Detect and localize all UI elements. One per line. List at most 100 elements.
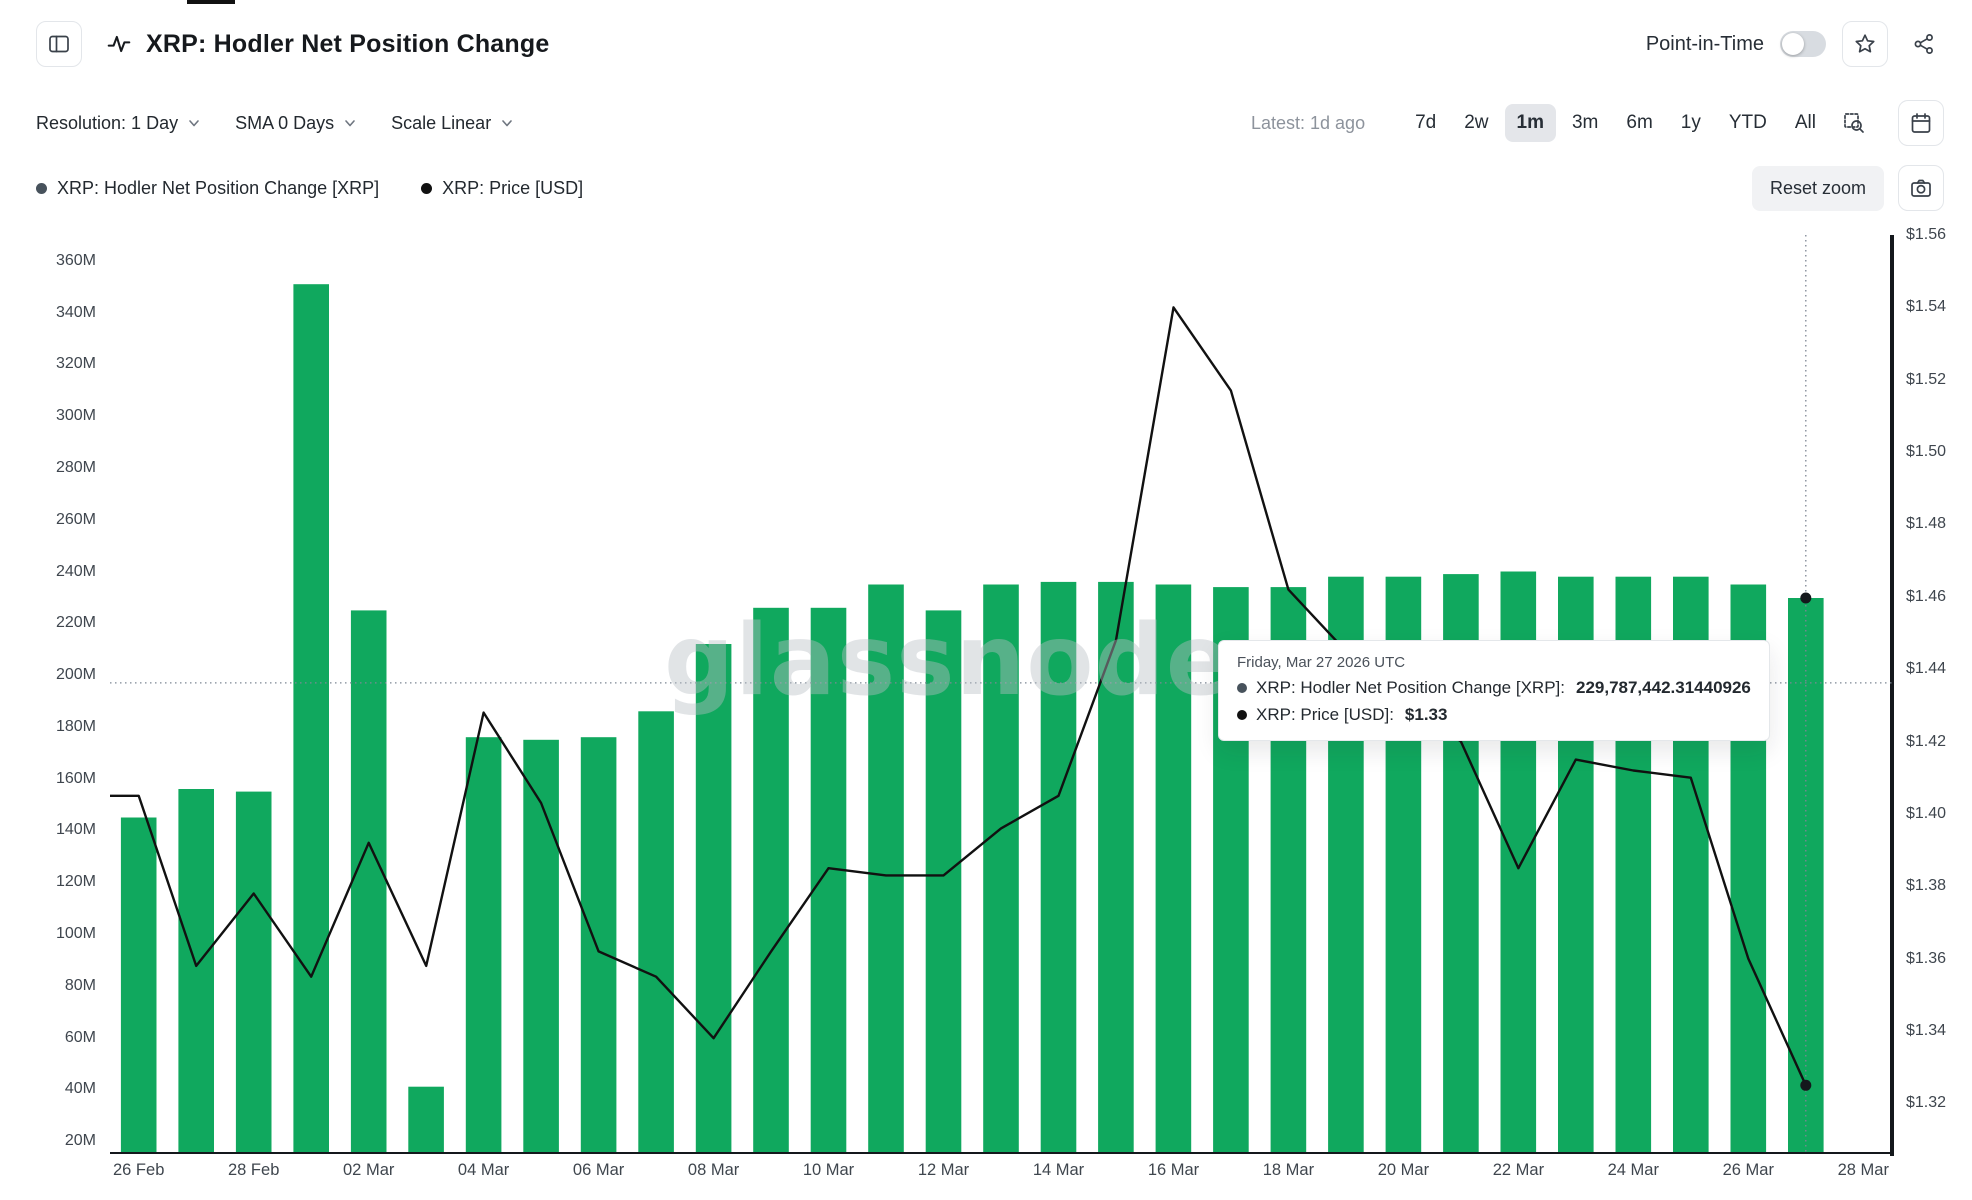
x-axis-label: 02 Mar xyxy=(343,1161,395,1179)
x-axis-label: 26 Feb xyxy=(113,1161,165,1179)
bar-27-feb[interactable] xyxy=(178,789,214,1154)
y-axis-left: 20M 40M 60M 80M 100M 120M 140M 160M 180M 200M 220M… xyxy=(0,235,96,1154)
legend-dot xyxy=(421,182,433,194)
y-axis-label-right: $1.34 xyxy=(1906,1022,1947,1039)
y-axis-label-right: $1.54 xyxy=(1906,298,1947,316)
sma-dropdown[interactable]: SMA 0 Days xyxy=(235,113,357,134)
toolbar: Resolution: 1 Day SMA 0 Days Scale Linea… xyxy=(0,100,1972,146)
x-axis-label: 22 Mar xyxy=(1492,1161,1545,1179)
chevron-down-icon xyxy=(345,120,355,127)
y-axis-label-left: 20M xyxy=(64,1132,96,1150)
share-button[interactable] xyxy=(1904,21,1944,67)
bar-12-mar[interactable] xyxy=(925,610,962,1154)
bar-14-mar[interactable] xyxy=(1040,581,1077,1154)
bar-01-mar[interactable] xyxy=(293,284,329,1154)
share-icon xyxy=(1914,34,1933,54)
y-axis-label-right: $1.50 xyxy=(1906,443,1947,461)
y-axis-label-left: 120M xyxy=(55,873,96,891)
point-in-time-label: Point-in-Time xyxy=(1645,32,1764,55)
range-button-1y[interactable]: 1y xyxy=(1669,104,1713,142)
tooltip-series-value: $1.33 xyxy=(1404,705,1448,724)
price-line xyxy=(110,306,1807,1086)
price-axis-line xyxy=(1890,235,1894,1156)
y-axis-label-left: 100M xyxy=(55,925,96,942)
hover-marker xyxy=(1800,1079,1812,1091)
y-axis-label-left: 280M xyxy=(55,459,96,476)
range-button-ytd[interactable]: YTD xyxy=(1717,104,1779,142)
toolbar-right: Latest: 1d ago 7d 2w 1m 3m 6m 1y YTD All xyxy=(1251,100,1944,146)
legend-item[interactable]: XRP: Hodler Net Position Change [XRP] xyxy=(36,178,379,199)
sidebar-toggle-button[interactable] xyxy=(36,21,82,67)
bar-05-mar[interactable] xyxy=(523,739,559,1154)
x-axis-label: 24 Mar xyxy=(1607,1161,1659,1179)
tooltip-rows: XRP: Hodler Net Position Change [XRP]: 22… xyxy=(1237,678,1751,725)
zoom-range-button[interactable] xyxy=(1834,100,1874,146)
scale-dropdown[interactable]: Scale Linear xyxy=(391,113,514,134)
y-axis-label-left: 140M xyxy=(55,821,96,839)
range-button-6m[interactable]: 6m xyxy=(1614,104,1664,142)
tooltip-series-dot xyxy=(1237,710,1247,720)
metric-pulse-icon xyxy=(106,31,132,57)
y-axis-label-left: 40M xyxy=(64,1080,96,1098)
y-axis-label-right: $1.38 xyxy=(1906,877,1947,895)
y-axis-label-left: 320M xyxy=(55,355,96,373)
legend-row: XRP: Hodler Net Position Change [XRP] XRP… xyxy=(0,164,1972,212)
point-in-time-toggle[interactable] xyxy=(1780,31,1826,57)
sma-label: SMA 0 Days xyxy=(235,112,335,133)
star-icon xyxy=(1855,34,1875,53)
bar-03-mar[interactable] xyxy=(408,1086,444,1154)
bar-10-mar[interactable] xyxy=(810,607,847,1154)
x-axis-label: 26 Mar xyxy=(1722,1161,1774,1179)
bar-09-mar[interactable] xyxy=(753,607,789,1154)
bar-28-feb[interactable] xyxy=(235,791,272,1154)
y-axis-label-right: $1.40 xyxy=(1906,804,1947,822)
y-axis-label-right: $1.32 xyxy=(1906,1094,1947,1112)
y-axis-label-left: 160M xyxy=(55,769,96,787)
page-title: XRP: Hodler Net Position Change xyxy=(146,29,550,58)
range-button-all[interactable]: All xyxy=(1783,104,1828,142)
range-button-2w[interactable]: 2w xyxy=(1452,104,1500,142)
x-axis-label: 16 Mar xyxy=(1147,1161,1200,1179)
reset-zoom-button[interactable]: Reset zoom xyxy=(1751,165,1884,211)
favorite-button[interactable] xyxy=(1842,21,1888,67)
bar-11-mar[interactable] xyxy=(868,584,904,1155)
bar-13-mar[interactable] xyxy=(983,584,1019,1155)
sidebar-icon xyxy=(49,35,69,53)
x-axis-label: 08 Mar xyxy=(687,1161,740,1179)
resolution-dropdown[interactable]: Resolution: 1 Day xyxy=(36,113,201,134)
bar-04-mar[interactable] xyxy=(465,737,502,1154)
x-axis-label: 04 Mar xyxy=(457,1161,510,1179)
bar-26-feb[interactable] xyxy=(120,817,157,1155)
x-axis-label: 06 Mar xyxy=(572,1161,625,1179)
y-axis-label-right: $1.36 xyxy=(1906,949,1947,967)
range-button-1m[interactable]: 1m xyxy=(1504,104,1556,142)
screenshot-button[interactable] xyxy=(1898,165,1944,211)
bar-16-mar[interactable] xyxy=(1155,584,1192,1155)
tooltip-series-dot xyxy=(1237,683,1247,693)
bar-15-mar[interactable] xyxy=(1098,581,1134,1154)
x-axis-label: 10 Mar xyxy=(802,1161,855,1179)
range-button-3m[interactable]: 3m xyxy=(1560,104,1610,142)
chart-tooltip: Friday, Mar 27 2026 UTC XRP: Hodler Net … xyxy=(1218,640,1770,741)
legend-item[interactable]: XRP: Price [USD] xyxy=(421,178,583,199)
y-axis-label-left: 340M xyxy=(55,303,96,321)
y-axis-label-left: 180M xyxy=(55,717,96,735)
range-button-7d[interactable]: 7d xyxy=(1403,104,1448,142)
tooltip-series-label: XRP: Price [USD]: xyxy=(1256,705,1394,724)
calendar-icon xyxy=(1911,113,1931,133)
legend-label: XRP: Hodler Net Position Change [XRP] xyxy=(57,177,380,198)
y-axis-label-left: 200M xyxy=(55,666,96,684)
tooltip-series-value: 229,787,442.31440926 xyxy=(1575,678,1751,697)
bar-07-mar[interactable] xyxy=(638,711,674,1154)
bar-02-mar[interactable] xyxy=(350,610,387,1154)
y-axis-label-right: $1.44 xyxy=(1906,660,1947,678)
x-axis-label: 12 Mar xyxy=(917,1161,970,1179)
tooltip-row: XRP: Hodler Net Position Change [XRP]: 22… xyxy=(1237,678,1751,698)
tooltip-series-label: XRP: Hodler Net Position Change [XRP]: xyxy=(1256,678,1565,697)
bar-08-mar[interactable] xyxy=(695,644,732,1154)
hover-marker xyxy=(1800,592,1812,604)
legend-dot xyxy=(36,182,47,194)
chart-plot[interactable] xyxy=(110,235,1892,1154)
calendar-button[interactable] xyxy=(1898,100,1944,146)
bar-06-mar[interactable] xyxy=(580,737,617,1154)
